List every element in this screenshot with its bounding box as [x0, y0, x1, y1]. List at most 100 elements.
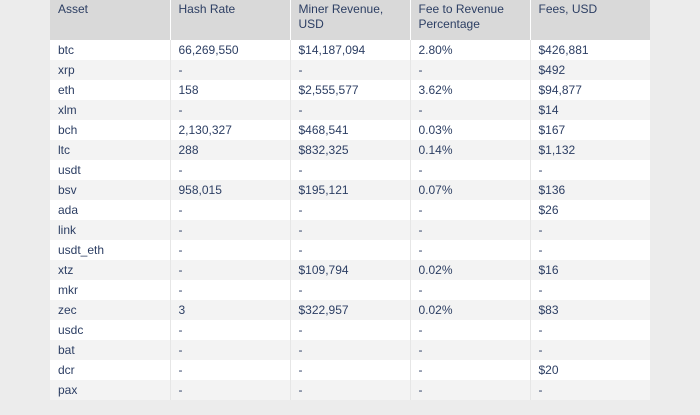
column-header-fee-to-revenue[interactable]: Fee to Revenue Percentage — [410, 0, 531, 40]
cell-fee-percentage: - — [410, 60, 531, 80]
cell-asset: mkr — [50, 280, 171, 300]
cell-hash-rate: 158 — [170, 80, 291, 100]
table-row: dcr - - - $20 — [50, 360, 650, 380]
cell-hash-rate: - — [170, 220, 291, 240]
table-row: zec 3 $322,957 0.02% $83 — [50, 300, 650, 320]
cell-hash-rate: - — [170, 260, 291, 280]
cell-fees: - — [538, 343, 543, 357]
cell-asset: usdt — [50, 160, 171, 180]
cell-miner-revenue: - — [290, 240, 411, 260]
cell-asset: xlm — [50, 100, 171, 120]
cell-hash-rate: - — [170, 320, 291, 340]
cell-asset: usdt_eth — [50, 240, 171, 260]
cell-fee-percentage: - — [410, 360, 531, 380]
column-header-miner-revenue[interactable]: Miner Revenue, USD — [290, 0, 411, 40]
cell-miner-revenue: - — [290, 220, 411, 240]
cell-fees: $16 — [538, 263, 559, 277]
cell-fee-percentage: - — [410, 380, 531, 400]
cell-hash-rate: 958,015 — [170, 180, 291, 200]
cell-fees: - — [538, 223, 543, 237]
cell-hash-rate: - — [170, 60, 291, 80]
cell-asset: eth — [50, 80, 171, 100]
table-row: bat - - - - — [50, 340, 650, 360]
cell-miner-revenue: - — [290, 340, 411, 360]
cell-miner-revenue: - — [290, 360, 411, 380]
cell-asset: xrp — [50, 60, 171, 80]
cell-fee-percentage: - — [410, 320, 531, 340]
cell-fees: $1,132 — [538, 143, 576, 157]
cell-miner-revenue: - — [290, 160, 411, 180]
cell-miner-revenue: - — [290, 60, 411, 80]
table-row: eth 158 $2,555,577 3.62% $94,877 — [50, 80, 650, 100]
cell-miner-revenue: - — [290, 380, 411, 400]
crypto-mining-table: Asset Hash Rate Miner Revenue, USD Fee t… — [50, 0, 650, 400]
cell-asset: bch — [50, 120, 171, 140]
cell-fee-percentage: 0.07% — [410, 180, 531, 200]
table-header: Asset Hash Rate Miner Revenue, USD Fee t… — [50, 0, 650, 40]
cell-miner-revenue: $2,555,577 — [290, 80, 411, 100]
column-header-hash-rate[interactable]: Hash Rate — [170, 0, 291, 40]
cell-fees: - — [538, 283, 543, 297]
cell-fee-percentage: - — [410, 100, 531, 120]
table-row: mkr - - - - — [50, 280, 650, 300]
cell-fee-percentage: - — [410, 340, 531, 360]
cell-miner-revenue: - — [290, 280, 411, 300]
table-row: xrp - - - $492 — [50, 60, 650, 80]
cell-fees: $94,877 — [538, 83, 582, 97]
cell-fee-percentage: 0.02% — [410, 300, 531, 320]
cell-fee-percentage: 0.02% — [410, 260, 531, 280]
cell-miner-revenue: $109,794 — [290, 260, 411, 280]
cell-fees: - — [538, 243, 543, 257]
table-row: bch 2,130,327 $468,541 0.03% $167 — [50, 120, 650, 140]
table-row: usdt_eth - - - - — [50, 240, 650, 260]
cell-miner-revenue: $468,541 — [290, 120, 411, 140]
cell-asset: bat — [50, 340, 171, 360]
cell-miner-revenue: - — [290, 200, 411, 220]
cell-fees: - — [538, 383, 543, 397]
cell-hash-rate: - — [170, 360, 291, 380]
cell-fees: $167 — [538, 123, 566, 137]
cell-fee-percentage: - — [410, 200, 531, 220]
cell-asset: zec — [50, 300, 171, 320]
data-table-container: Asset Hash Rate Miner Revenue, USD Fee t… — [50, 0, 650, 400]
column-header-fees[interactable]: Fees, USD — [538, 2, 598, 16]
cell-hash-rate: - — [170, 280, 291, 300]
cell-fees: - — [538, 323, 543, 337]
cell-asset: bsv — [50, 180, 171, 200]
cell-fees: - — [538, 163, 543, 177]
cell-hash-rate: - — [170, 340, 291, 360]
cell-hash-rate: 2,130,327 — [170, 120, 291, 140]
cell-fees: $83 — [538, 303, 559, 317]
cell-asset: usdc — [50, 320, 171, 340]
table-row: btc 66,269,550 $14,187,094 2.80% $426,881 — [50, 40, 650, 60]
cell-fees: $136 — [538, 183, 566, 197]
cell-hash-rate: - — [170, 380, 291, 400]
cell-fee-percentage: 0.03% — [410, 120, 531, 140]
table-row: xtz - $109,794 0.02% $16 — [50, 260, 650, 280]
cell-hash-rate: 3 — [170, 300, 291, 320]
cell-miner-revenue: - — [290, 100, 411, 120]
cell-fee-percentage: - — [410, 220, 531, 240]
cell-fee-percentage: - — [410, 280, 531, 300]
cell-miner-revenue: $322,957 — [290, 300, 411, 320]
cell-fees: $26 — [538, 203, 559, 217]
cell-asset: ada — [50, 200, 171, 220]
cell-hash-rate: 66,269,550 — [170, 40, 291, 60]
cell-miner-revenue: $832,325 — [290, 140, 411, 160]
table-row: ada - - - $26 — [50, 200, 650, 220]
cell-asset: btc — [50, 40, 171, 60]
table-row: pax - - - - — [50, 380, 650, 400]
table-row: bsv 958,015 $195,121 0.07% $136 — [50, 180, 650, 200]
cell-asset: pax — [50, 380, 171, 400]
table-row: xlm - - - $14 — [50, 100, 650, 120]
cell-fee-percentage: 3.62% — [410, 80, 531, 100]
cell-fees: $14 — [538, 103, 559, 117]
table-row: usdt - - - - — [50, 160, 650, 180]
cell-miner-revenue: $14,187,094 — [290, 40, 411, 60]
column-header-asset[interactable]: Asset — [50, 0, 171, 40]
cell-fees: $426,881 — [538, 43, 589, 57]
cell-asset: link — [50, 220, 171, 240]
cell-miner-revenue: - — [290, 320, 411, 340]
cell-asset: xtz — [50, 260, 171, 280]
cell-miner-revenue: $195,121 — [290, 180, 411, 200]
